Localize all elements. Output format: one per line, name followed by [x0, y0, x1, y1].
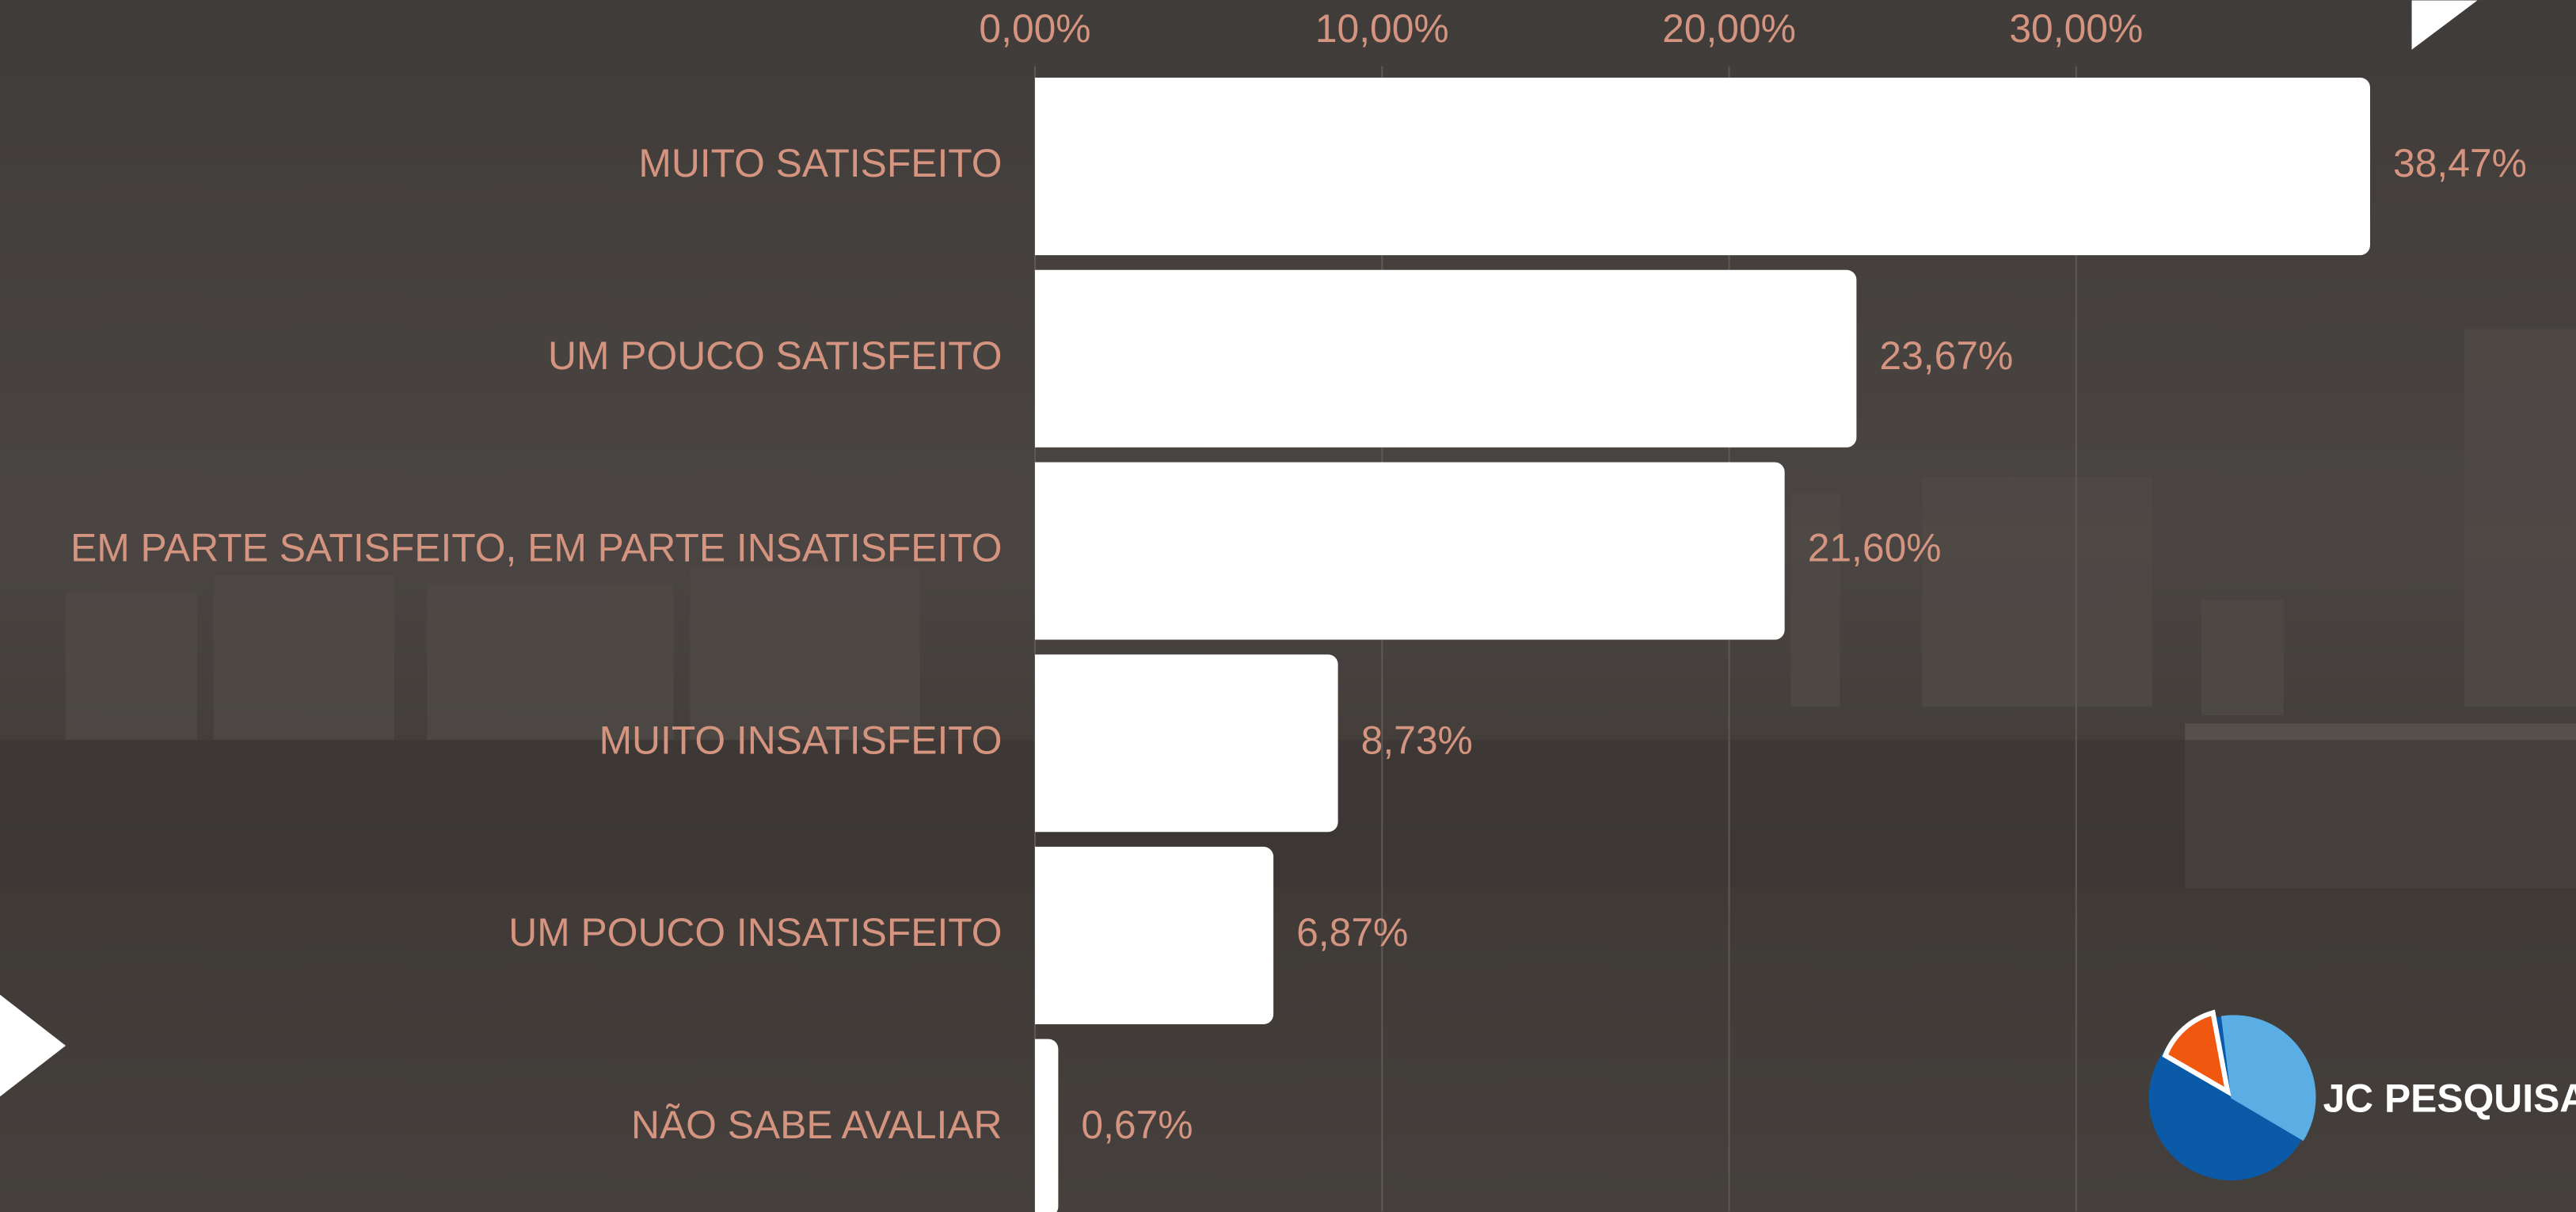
value-label: 23,67%: [1879, 333, 2013, 378]
x-tick-label: 10,00%: [1315, 6, 1449, 51]
bar: [1035, 78, 2370, 255]
category-label: MUITO SATISFEITO: [638, 141, 1002, 185]
bar: [1035, 654, 1338, 832]
category-label: UM POUCO SATISFEITO: [548, 333, 1002, 378]
x-tick-label: 30,00%: [2009, 6, 2143, 51]
page: 0,00% 10,00% 20,00% 30,00% MUITO SATISFEITO 3…: [0, 0, 2576, 1212]
x-tick-label: 20,00%: [1662, 6, 1796, 51]
category-label: EM PARTE SATISFEITO, EM PARTE INSATISFEI…: [70, 526, 1003, 570]
value-label: 38,47%: [2393, 141, 2527, 185]
value-label: 0,67%: [1081, 1103, 1193, 1147]
category-label: MUITO INSATISFEITO: [599, 718, 1003, 762]
value-label: 8,73%: [1361, 718, 1473, 762]
value-label: 6,87%: [1296, 910, 1408, 955]
chart: 0,00% 10,00% 20,00% 30,00% MUITO SATISFEITO 3…: [0, 0, 2576, 1212]
bar: [1035, 462, 1785, 639]
value-label: 21,60%: [1808, 526, 1942, 570]
bar: [1035, 1039, 1058, 1212]
bar: [1035, 847, 1273, 1024]
logo-text: JC PESQUISA: [2323, 1077, 2576, 1121]
category-label: UM POUCO INSATISFEITO: [508, 910, 1002, 955]
category-label: NÃO SABE AVALIAR: [631, 1103, 1003, 1147]
bar: [1035, 270, 1856, 448]
x-tick-label: 0,00%: [979, 6, 1090, 51]
